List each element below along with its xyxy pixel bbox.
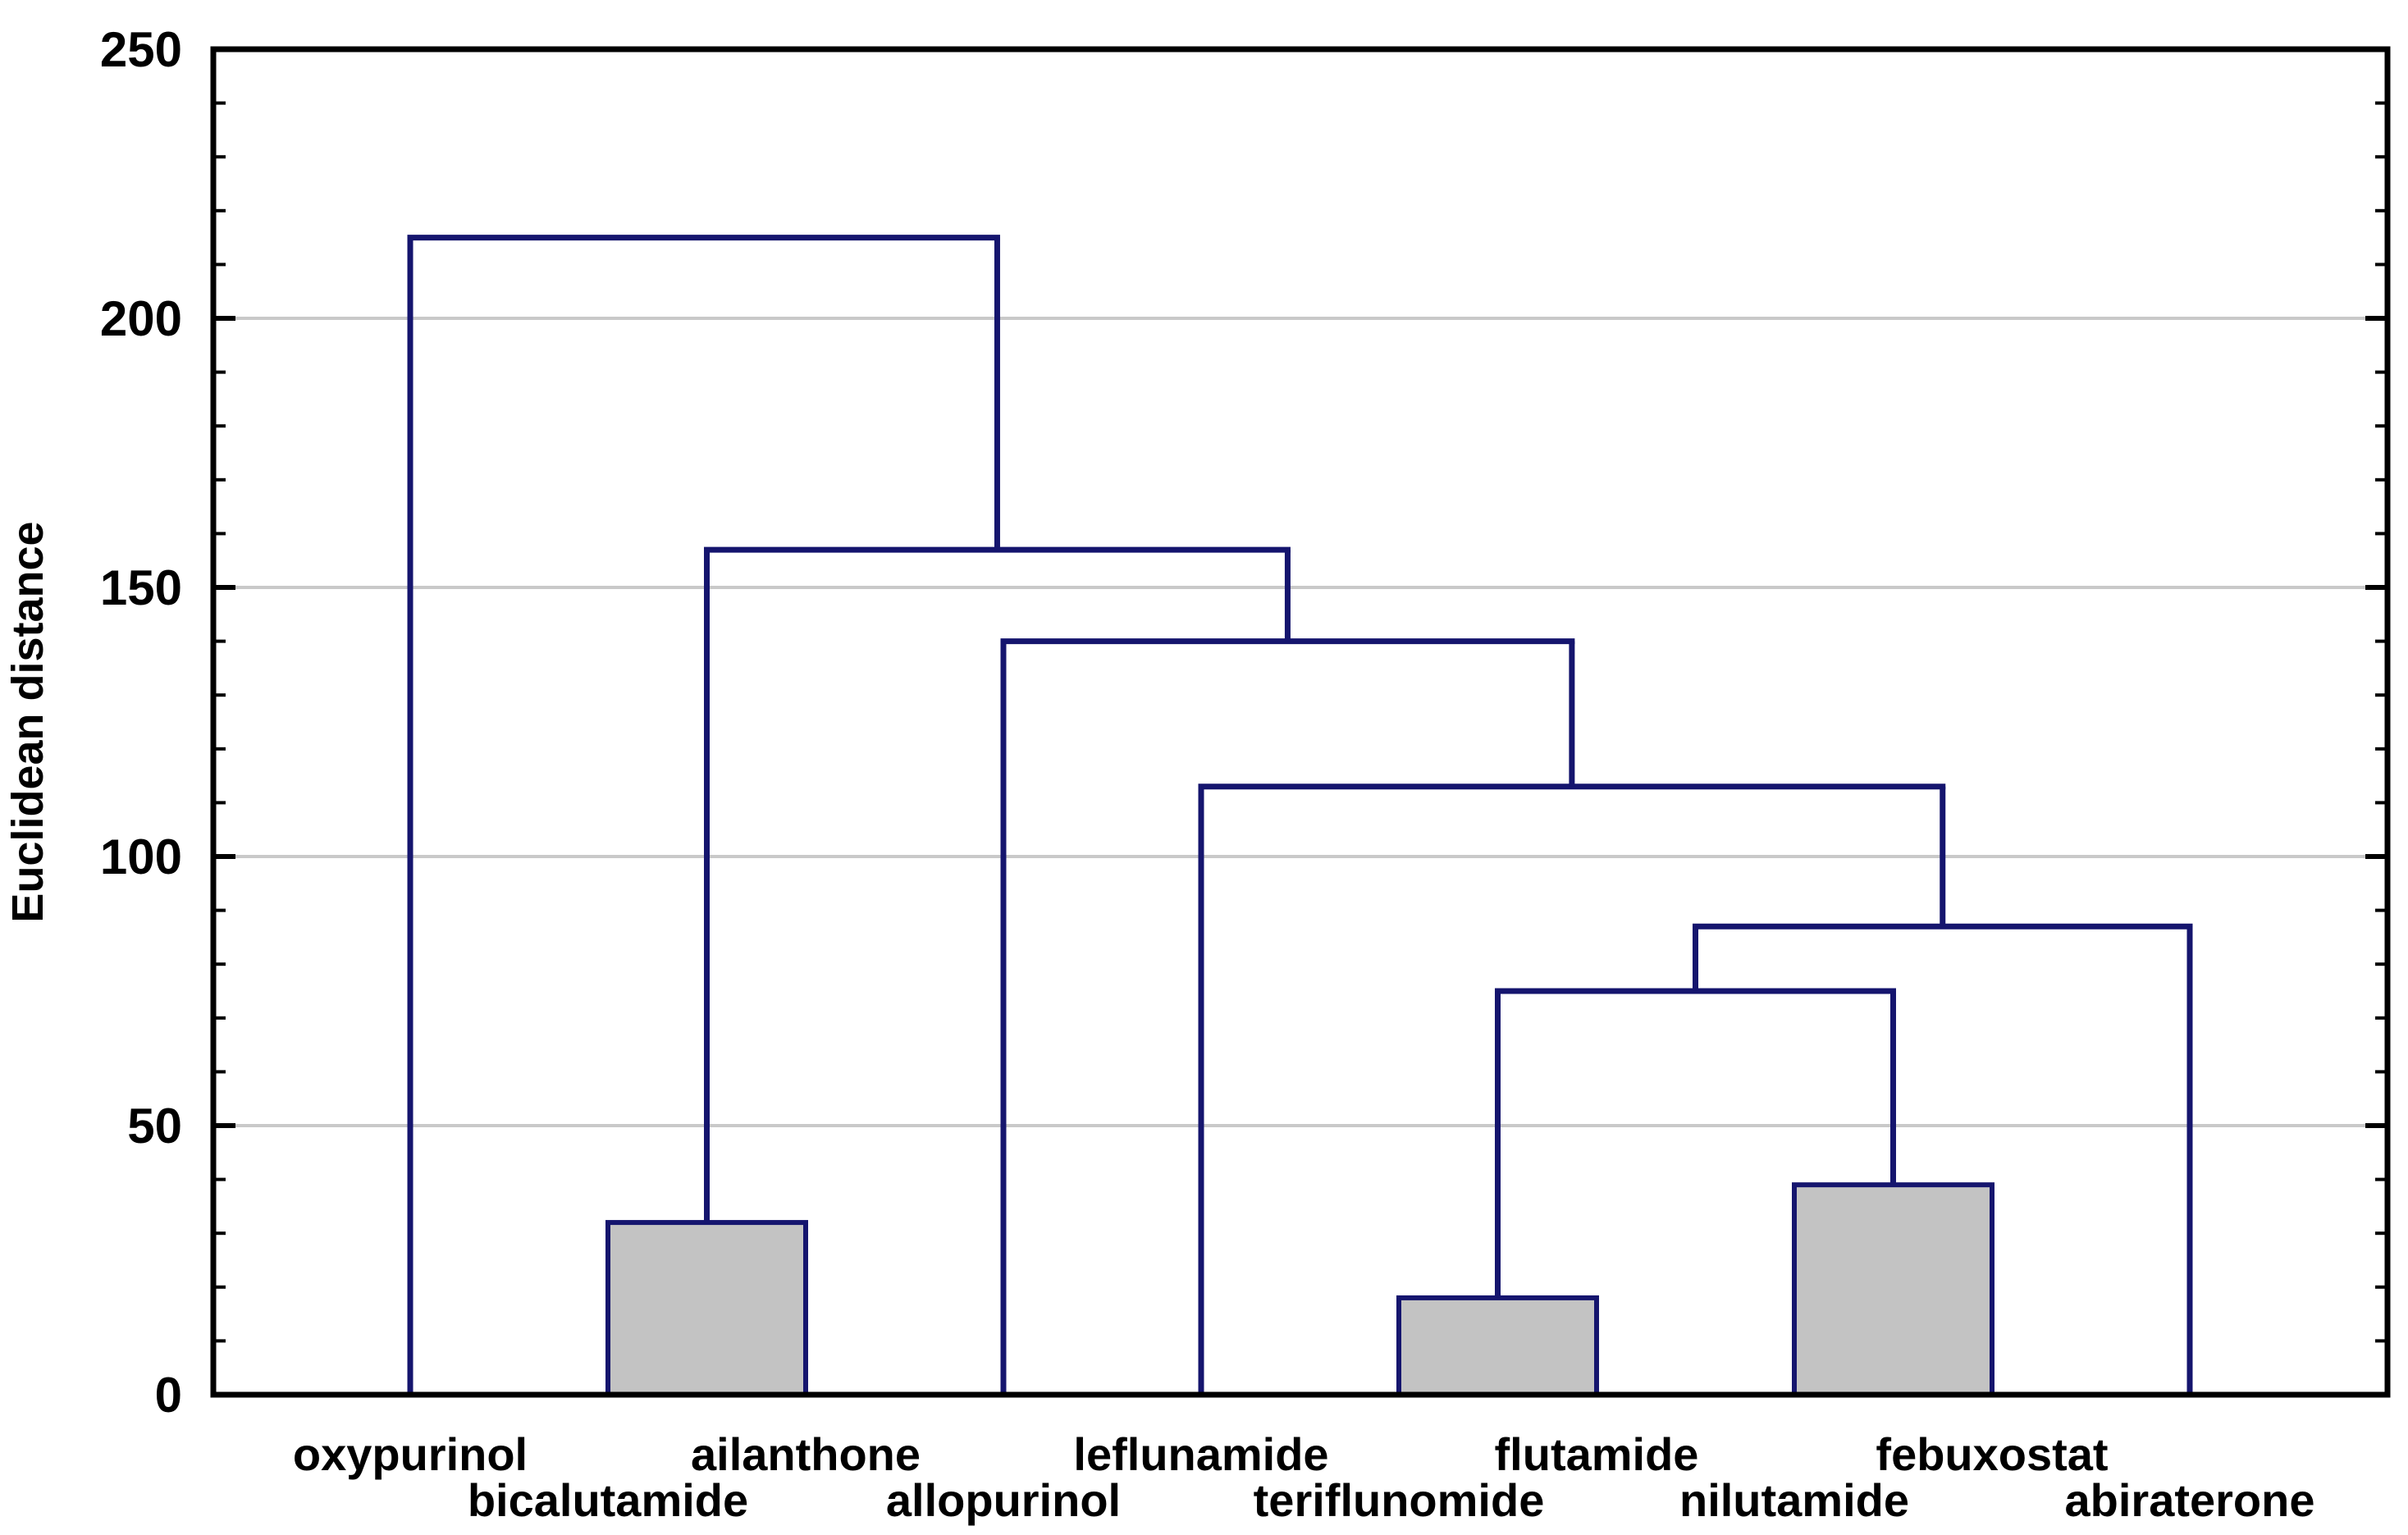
y-axis-title: Euclidean distance <box>3 521 53 922</box>
y-tick-label: 150 <box>100 560 182 615</box>
x-leaf-label: nilutamide <box>1679 1474 1909 1526</box>
y-tick-label: 50 <box>127 1099 182 1154</box>
x-leaf-label: bicalutamide <box>468 1474 748 1526</box>
x-leaf-label: abiraterone <box>2065 1474 2315 1526</box>
cluster-box <box>1792 1182 1994 1398</box>
x-leaf-label: flutamide <box>1495 1428 1699 1480</box>
x-leaf-label: leflunamide <box>1073 1428 1328 1480</box>
x-leaf-label: ailanthone <box>691 1428 921 1480</box>
dendrogram-generated-layers: 0 50 100 150 200 250 oxypurinolbicalutamideail… <box>100 22 2391 1526</box>
cluster-box <box>605 1220 808 1397</box>
x-leaf-label: allopurinol <box>886 1474 1121 1526</box>
y-tick-label: 0 <box>155 1368 182 1423</box>
x-leaf-label: febuxostat <box>1876 1428 2108 1480</box>
x-leaf-label: oxypurinol <box>293 1428 528 1480</box>
cluster-box <box>1396 1295 1599 1398</box>
y-tick-label: 250 <box>100 22 182 77</box>
y-tick-label: 200 <box>100 291 182 346</box>
x-leaf-label: teriflunomide <box>1254 1474 1545 1526</box>
axis-frame <box>210 46 2391 1398</box>
y-tick-label: 100 <box>100 829 182 884</box>
